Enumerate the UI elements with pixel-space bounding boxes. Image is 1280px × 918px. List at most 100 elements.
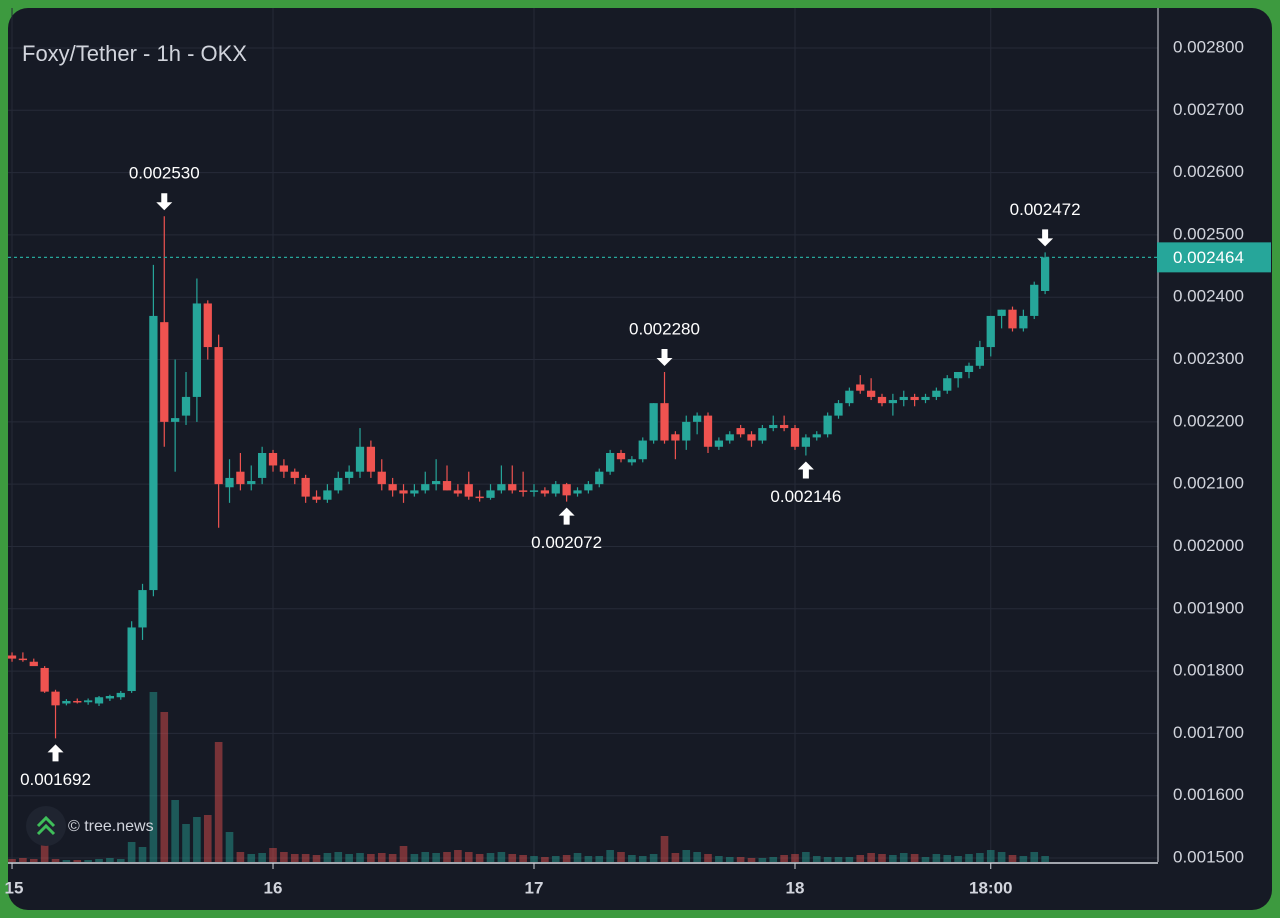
candle-body [203, 303, 212, 348]
volume-bar [660, 836, 669, 862]
candle-body [94, 697, 104, 704]
candle-body [725, 434, 734, 441]
candle-body [627, 459, 637, 463]
volume-bar [40, 840, 49, 862]
volume-bar [856, 855, 865, 862]
candle-body [769, 424, 778, 429]
candle-body [573, 490, 582, 494]
candle-body [584, 484, 593, 491]
volume-bar [312, 855, 321, 862]
volume-bar [73, 860, 82, 862]
candle-layer [7, 216, 1050, 739]
candle-body [214, 347, 223, 485]
candle-body [877, 396, 887, 404]
volume-bar [367, 854, 375, 862]
overlay-layer: 0.002530 0.001692 0.002280 0.002072 0.002146… [8, 164, 1158, 789]
y-tick-label: 0.001600 [1173, 785, 1244, 804]
candle-body [442, 481, 452, 491]
volume-bar [562, 855, 571, 862]
candle-body [475, 496, 484, 499]
volume-bar [889, 855, 897, 862]
candle-body [279, 465, 289, 472]
volume-bar [932, 854, 941, 862]
volume-bar [62, 860, 71, 862]
candle-body [692, 415, 702, 422]
candle-body [138, 590, 147, 628]
volume-bar [1030, 852, 1039, 862]
candle-body [192, 303, 202, 397]
volume-bar [769, 857, 778, 862]
y-tick-label: 0.001800 [1173, 661, 1244, 680]
volume-bar [138, 847, 147, 862]
candle-body [1030, 284, 1039, 316]
volume-bar [236, 852, 245, 862]
candle-body [464, 484, 473, 497]
annotation-arrow [1037, 229, 1054, 247]
candle-body [888, 400, 898, 404]
volume-bar [84, 860, 92, 862]
candle-body [62, 700, 71, 704]
volume-bar [725, 857, 734, 862]
candle-body [964, 365, 974, 372]
y-tick-label: 0.001900 [1173, 598, 1244, 617]
volume-bar [475, 854, 484, 862]
volume-bar [301, 854, 310, 862]
volume-bar [965, 854, 973, 862]
volume-bar [486, 853, 495, 862]
annotation-arrow [558, 507, 575, 525]
volume-bar [638, 856, 647, 862]
volume-bar [867, 853, 875, 862]
candle-body [334, 477, 343, 491]
candle-body [910, 396, 919, 401]
volume-bar [541, 857, 549, 862]
annotation-label: 0.002530 [129, 164, 200, 183]
volume-bar [802, 852, 810, 862]
candle-body [562, 484, 571, 496]
volume-bar [584, 856, 593, 862]
candle-body [421, 484, 430, 491]
candle-body [73, 700, 82, 703]
volume-bar [171, 800, 179, 862]
candle-body [181, 396, 191, 416]
volume-bar [747, 858, 756, 862]
x-tick-label: 17 [525, 878, 544, 897]
volume-bar [377, 853, 386, 862]
volume-bar [780, 855, 788, 862]
volume-bar [290, 854, 299, 862]
candle-body [497, 484, 506, 491]
volume-bar [1019, 856, 1028, 862]
volume-bar [997, 852, 1006, 862]
volume-bar [878, 854, 886, 862]
volume-bar [399, 846, 408, 862]
candle-body [779, 424, 789, 429]
volume-bar [573, 853, 582, 862]
candle-body [301, 477, 310, 497]
candle-body [932, 390, 941, 397]
volume-bar [51, 859, 60, 862]
volume-bar [323, 853, 332, 862]
volume-bar [443, 852, 451, 862]
volume-bar [704, 854, 712, 862]
volume-bar [8, 859, 16, 862]
volume-bar [986, 850, 995, 862]
volume-bar [410, 854, 419, 862]
x-tick-label: 18 [786, 878, 805, 897]
volume-bar [454, 850, 462, 862]
candle-body [399, 490, 408, 494]
y-tick-label: 0.002800 [1173, 37, 1244, 56]
candle-body [595, 471, 604, 485]
annotation-label: 0.002072 [531, 533, 602, 552]
volume-bar [258, 853, 266, 862]
y-tick-label: 0.001500 [1173, 847, 1244, 866]
volume-bar [421, 852, 430, 862]
volume-bar [149, 692, 158, 862]
y-tick-label: 0.002400 [1173, 287, 1244, 306]
candle-body [899, 396, 908, 401]
candle-body [682, 421, 691, 441]
volume-bar [823, 857, 832, 862]
candle-body [551, 484, 560, 494]
candle-body [801, 437, 811, 447]
volume-bar [595, 856, 604, 862]
volume-bar [834, 857, 843, 862]
candle-body [1040, 257, 1050, 291]
